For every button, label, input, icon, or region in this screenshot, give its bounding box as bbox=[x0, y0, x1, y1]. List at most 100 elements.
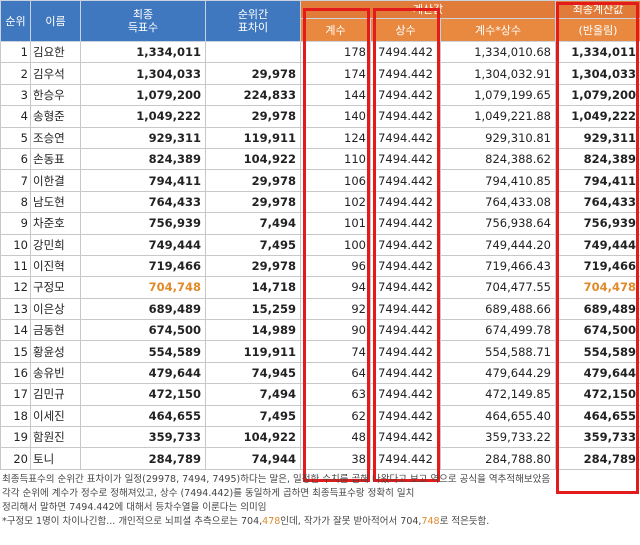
table-cell: 1,304,033 bbox=[80, 62, 206, 85]
table-cell: 1 bbox=[0, 40, 31, 64]
table-cell: 824,388.62 bbox=[439, 147, 557, 171]
table-cell: 1,079,199.65 bbox=[439, 83, 557, 107]
table-cell: 929,310.81 bbox=[439, 126, 557, 149]
table-cell: 남도현 bbox=[30, 190, 81, 214]
table-cell: 14,989 bbox=[205, 319, 301, 342]
footnote-line: 최종득표수의 순위간 표차이가 일정(29978, 7494, 7495)하다는… bbox=[2, 473, 638, 487]
table-cell: 토니 bbox=[30, 447, 81, 470]
table-cell: 1,049,222 bbox=[555, 105, 640, 128]
table-row: 8 남도현 764,433 29,978 102 7494.442 764,433.08 76… bbox=[0, 190, 640, 214]
highlight-box bbox=[303, 8, 370, 482]
table-cell: 16 bbox=[0, 361, 31, 385]
table-cell: 794,411 bbox=[80, 169, 206, 192]
table-cell: 472,149.85 bbox=[439, 383, 557, 406]
table-cell: 7494.442 bbox=[370, 169, 441, 192]
table-cell: 554,588.71 bbox=[439, 340, 557, 363]
table-cell: 472,150 bbox=[80, 383, 206, 406]
table-cell: 7494.442 bbox=[370, 147, 441, 171]
table-cell: 689,489 bbox=[80, 297, 206, 321]
table-cell: 824,389 bbox=[80, 147, 206, 171]
table-cell: 14 bbox=[0, 319, 31, 342]
table-cell: 704,477.55 bbox=[439, 276, 557, 299]
table-row: 1 김요한 1,334,011 178 7494.442 1,334,010.68 1,33… bbox=[0, 40, 640, 64]
table-row: 17 김민규 472,150 7,494 63 7494.442 472,149.85 472… bbox=[0, 383, 640, 406]
table-cell: 14,718 bbox=[205, 276, 301, 299]
footnotes: 최종득표수의 순위간 표차이가 일정(29978, 7494, 7495)하다는… bbox=[2, 473, 638, 529]
table-cell: 464,655 bbox=[80, 404, 206, 428]
table-cell: 12 bbox=[0, 276, 31, 299]
table-cell: 이진혁 bbox=[30, 254, 81, 278]
table-cell: 이은상 bbox=[30, 297, 81, 321]
table-cell: 송유빈 bbox=[30, 361, 81, 385]
table-cell: 749,444 bbox=[80, 233, 206, 256]
table-cell: 19 bbox=[0, 426, 31, 449]
table-cell: 17 bbox=[0, 383, 31, 406]
footnote-line: *구정모 1명이 차이나긴함... 개인적으로 뇌피셜 추측으로는 704,47… bbox=[2, 515, 638, 529]
table-cell: 284,789 bbox=[555, 447, 640, 470]
table-cell: 7494.442 bbox=[370, 105, 441, 128]
table-cell: 한승우 bbox=[30, 83, 81, 107]
footnote-text: 인데, 작가가 잘못 받아적어서 704, bbox=[280, 516, 422, 527]
table-cell: 479,644 bbox=[80, 361, 206, 385]
table-cell: 284,789 bbox=[80, 447, 206, 470]
table-cell: 1,079,200 bbox=[80, 83, 206, 107]
table-row: 15 황윤성 554,589 119,911 74 7494.442 554,588.71 5… bbox=[0, 340, 640, 363]
footnote-text: 로 적은듯함. bbox=[439, 516, 490, 527]
table-cell: 74,945 bbox=[205, 361, 301, 385]
table-cell: 174 bbox=[300, 62, 371, 85]
table-cell: 송형준 bbox=[30, 105, 81, 128]
table-cell: 749,444.20 bbox=[439, 233, 557, 256]
table-cell: 704,748 bbox=[80, 276, 206, 299]
footnote-text: 748 bbox=[421, 516, 440, 527]
table-cell: 794,411 bbox=[555, 169, 640, 192]
header-cell: (반올림) bbox=[555, 18, 640, 42]
table-cell: 224,833 bbox=[205, 83, 301, 107]
table-row: 4 송형준 1,049,222 29,978 140 7494.442 1,049,221.… bbox=[0, 105, 640, 128]
table-cell: 1,304,032.91 bbox=[439, 62, 557, 85]
table-cell: 7 bbox=[0, 169, 31, 192]
table-cell: 29,978 bbox=[205, 105, 301, 128]
table-cell: 7494.442 bbox=[370, 297, 441, 321]
table-cell: 1,334,011 bbox=[555, 40, 640, 64]
table-body: 1 김요한 1,334,011 178 7494.442 1,334,010.68 1,33… bbox=[0, 40, 640, 470]
highlight-box bbox=[556, 2, 639, 494]
table-cell: 119,911 bbox=[205, 126, 301, 149]
table-cell: 7,495 bbox=[205, 233, 301, 256]
table-cell: 756,939 bbox=[80, 212, 206, 235]
table-cell: 359,733 bbox=[80, 426, 206, 449]
footnote-line: 각각 순위에 계수가 정수로 정해져있고, 상수 (7494.442)를 동일하… bbox=[2, 487, 638, 501]
table-cell: 7,494 bbox=[205, 383, 301, 406]
table-cell: 김우석 bbox=[30, 62, 81, 85]
table-cell: 119,911 bbox=[205, 340, 301, 363]
table-cell: 차준호 bbox=[30, 212, 81, 235]
table-cell: 464,655.40 bbox=[439, 404, 557, 428]
table-cell: 674,500 bbox=[80, 319, 206, 342]
table-row: 20 토니 284,789 74,944 38 7494.442 284,788.80 284… bbox=[0, 447, 640, 470]
table-cell: 38 bbox=[300, 447, 371, 470]
header-cell: 계수 bbox=[300, 18, 371, 42]
table-row: 18 이세진 464,655 7,495 62 7494.442 464,655.40 464… bbox=[0, 404, 640, 428]
table-cell: 29,978 bbox=[205, 254, 301, 278]
table-cell: 이한결 bbox=[30, 169, 81, 192]
table-row: 19 함원진 359,733 104,922 48 7494.442 359,733.22 3… bbox=[0, 426, 640, 449]
table-cell: 8 bbox=[0, 190, 31, 214]
table-cell: 11 bbox=[0, 254, 31, 278]
table-cell: 7494.442 bbox=[370, 426, 441, 449]
table-cell: 74,944 bbox=[205, 447, 301, 470]
table-cell: 1,049,221.88 bbox=[439, 105, 557, 128]
table-cell: 284,788.80 bbox=[439, 447, 557, 470]
table-cell: 110 bbox=[300, 147, 371, 171]
table-cell: 4 bbox=[0, 105, 31, 128]
footnote-line: 정리해서 말하면 7494.442에 대해서 등차수열을 이룬다는 의미임 bbox=[2, 501, 638, 515]
table-cell: 7494.442 bbox=[370, 62, 441, 85]
table-cell: 104,922 bbox=[205, 426, 301, 449]
table-cell: 1,049,222 bbox=[80, 105, 206, 128]
table-cell: 함원진 bbox=[30, 426, 81, 449]
table-cell: 100 bbox=[300, 233, 371, 256]
header-cell: 순위 bbox=[0, 0, 31, 42]
table-row: 10 강민희 749,444 7,495 100 7494.442 749,444.20 74… bbox=[0, 233, 640, 256]
footnote-text: 정리해서 말하면 7494.442에 대해서 등차수열을 이룬다는 의미임 bbox=[2, 502, 267, 513]
table-cell: 9 bbox=[0, 212, 31, 235]
table-cell: 29,978 bbox=[205, 62, 301, 85]
